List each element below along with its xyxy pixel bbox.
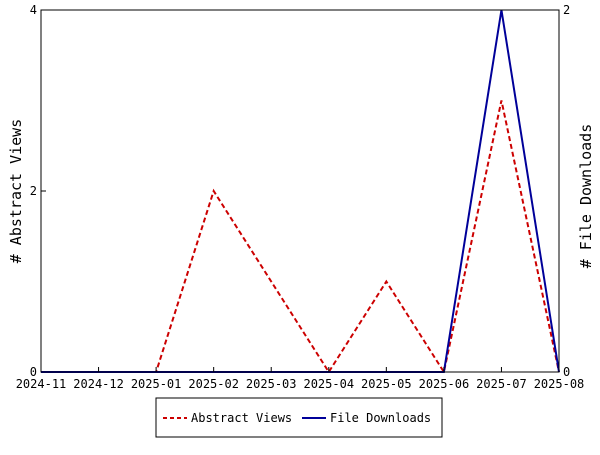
- x-tick-label-1: 2024-12: [73, 377, 124, 391]
- x-tick-label-4: 2025-03: [246, 377, 297, 391]
- right-tick-label-1: 2: [563, 3, 570, 17]
- x-tick-label-3: 2025-02: [188, 377, 239, 391]
- right-tick-label-0: 0: [563, 365, 570, 379]
- x-tick-label-9: 2025-08: [534, 377, 585, 391]
- x-tick-label-5: 2025-04: [303, 377, 354, 391]
- legend-label-abstract-views: Abstract Views: [191, 411, 292, 425]
- marks-layer: [41, 9, 560, 375]
- series-line-file-downloads: [41, 9, 560, 373]
- x-tick-label-7: 2025-06: [419, 377, 470, 391]
- x-tick-label-2: 2025-01: [131, 377, 182, 391]
- x-tick-label-6: 2025-05: [361, 377, 412, 391]
- x-tick-label-0: 2024-11: [16, 377, 67, 391]
- left-axis-title: # Abstract Views: [7, 119, 25, 264]
- series-line-abstract-views: [41, 100, 560, 375]
- legend: Abstract Views File Downloads: [155, 397, 443, 438]
- left-tick-label-0: 0: [30, 365, 37, 379]
- x-tick-label-8: 2025-07: [476, 377, 527, 391]
- legend-label-file-downloads: File Downloads: [330, 411, 431, 425]
- left-tick-label-1: 2: [30, 184, 37, 198]
- plot-frame: [40, 9, 560, 373]
- ticks-layer: 2024-11 2024-12 2025-01 2025-02 2025-03 2025-…: [16, 3, 585, 391]
- left-tick-label-2: 4: [30, 3, 37, 17]
- legend-box: [155, 397, 443, 438]
- right-axis-title: # File Downloads: [577, 124, 595, 269]
